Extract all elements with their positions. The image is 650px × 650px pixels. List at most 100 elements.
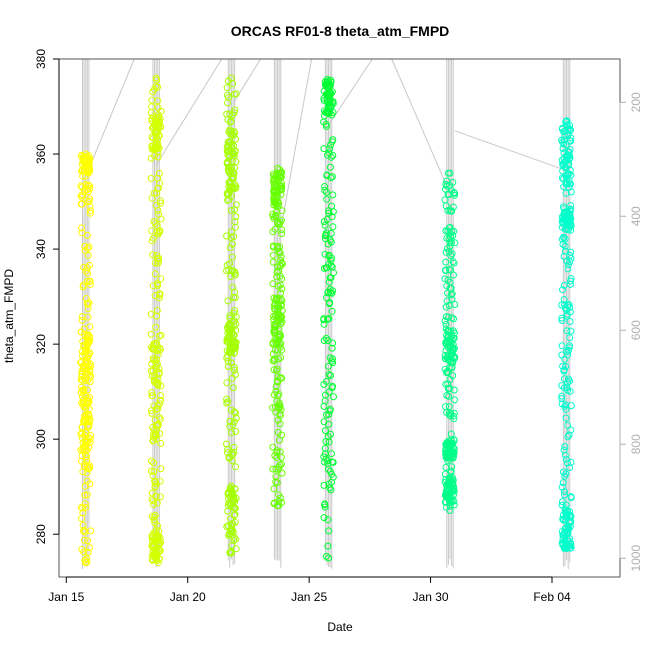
data-point bbox=[327, 90, 335, 98]
data-point bbox=[231, 307, 239, 314]
data-point bbox=[275, 498, 283, 505]
y2-tick-label: 800 bbox=[629, 434, 643, 454]
data-point bbox=[232, 545, 240, 553]
data-point bbox=[563, 529, 571, 537]
data-point bbox=[320, 145, 328, 153]
data-point bbox=[224, 522, 232, 530]
data-point bbox=[227, 528, 235, 535]
data-point bbox=[223, 143, 231, 151]
data-point bbox=[155, 533, 163, 541]
data-point bbox=[567, 426, 575, 434]
data-point bbox=[150, 134, 157, 142]
data-point bbox=[447, 412, 455, 420]
data-point bbox=[84, 251, 92, 259]
data-point bbox=[558, 392, 566, 400]
data-point bbox=[229, 168, 237, 176]
data-point bbox=[323, 264, 331, 272]
data-point bbox=[83, 264, 91, 272]
data-point bbox=[442, 490, 450, 498]
data-point bbox=[270, 201, 278, 209]
data-point bbox=[78, 200, 86, 208]
flight-rf03 bbox=[223, 58, 261, 568]
data-point bbox=[441, 317, 449, 325]
data-point bbox=[325, 79, 333, 87]
data-point bbox=[78, 229, 86, 237]
data-point bbox=[230, 366, 238, 374]
data-point bbox=[155, 294, 163, 302]
data-point bbox=[224, 99, 231, 107]
data-point bbox=[150, 459, 158, 467]
data-point bbox=[230, 294, 237, 301]
data-point bbox=[567, 220, 575, 228]
data-point bbox=[324, 516, 332, 524]
data-point bbox=[565, 375, 572, 383]
data-point bbox=[227, 486, 234, 494]
data-point bbox=[270, 485, 278, 493]
data-point bbox=[77, 182, 85, 190]
data-point bbox=[270, 188, 278, 196]
data-point bbox=[322, 552, 330, 560]
data-point bbox=[85, 465, 93, 473]
data-point bbox=[225, 499, 233, 507]
data-point bbox=[154, 541, 162, 548]
data-point bbox=[226, 244, 234, 252]
data-point bbox=[80, 158, 87, 166]
data-point bbox=[273, 302, 281, 310]
data-point bbox=[86, 378, 94, 386]
data-point bbox=[84, 365, 92, 373]
data-point bbox=[442, 267, 450, 275]
data-point bbox=[230, 339, 238, 347]
axes: Jan 15 Jan 20 Jan 25 Jan 30 Feb 04 280 300 320 3… bbox=[34, 49, 643, 604]
data-point bbox=[564, 459, 571, 467]
data-point bbox=[151, 270, 159, 278]
x-tick-label: Jan 25 bbox=[291, 590, 327, 604]
data-point bbox=[147, 154, 155, 162]
data-point bbox=[157, 197, 164, 205]
data-point bbox=[567, 327, 575, 335]
data-point bbox=[229, 450, 237, 458]
data-point bbox=[278, 185, 286, 193]
x-tick-label: Jan 30 bbox=[413, 590, 449, 604]
data-point bbox=[276, 402, 284, 410]
data-point bbox=[323, 97, 331, 105]
data-point bbox=[230, 537, 238, 544]
data-point bbox=[446, 181, 454, 189]
data-point bbox=[152, 554, 160, 562]
data-point bbox=[84, 198, 92, 206]
data-point bbox=[320, 337, 328, 344]
data-point bbox=[227, 74, 235, 82]
data-point bbox=[153, 189, 161, 197]
data-point bbox=[558, 174, 566, 182]
data-point bbox=[277, 253, 285, 261]
data-point bbox=[449, 491, 457, 499]
data-point bbox=[155, 540, 163, 548]
data-point bbox=[325, 110, 333, 118]
data-point bbox=[226, 312, 234, 320]
data-point bbox=[154, 136, 162, 144]
pressure-transit-line bbox=[391, 58, 449, 188]
data-point bbox=[231, 342, 239, 350]
data-point bbox=[444, 289, 451, 297]
data-point bbox=[227, 117, 235, 125]
data-point bbox=[153, 123, 161, 131]
data-point bbox=[78, 383, 85, 391]
data-point bbox=[225, 94, 232, 101]
data-point bbox=[154, 255, 162, 263]
data-point bbox=[448, 463, 456, 471]
data-point bbox=[84, 165, 92, 173]
data-point bbox=[324, 337, 332, 344]
data-point bbox=[274, 164, 282, 172]
data-point bbox=[565, 261, 572, 269]
data-point bbox=[149, 542, 157, 550]
data-point bbox=[273, 449, 281, 457]
data-point bbox=[228, 253, 236, 261]
data-point bbox=[86, 202, 94, 210]
data-point bbox=[85, 181, 92, 189]
data-point bbox=[560, 149, 568, 157]
data-point bbox=[224, 489, 232, 497]
data-point bbox=[231, 511, 239, 519]
data-point bbox=[561, 451, 569, 459]
data-point bbox=[560, 158, 568, 166]
data-point bbox=[154, 420, 162, 428]
